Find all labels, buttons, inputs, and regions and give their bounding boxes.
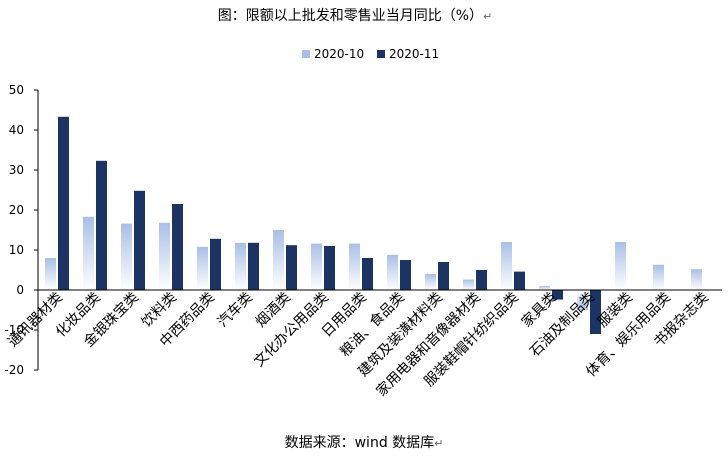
category-label-0: 通讯器材类	[5, 290, 66, 351]
title-return-mark: ↵	[483, 10, 492, 23]
bar-series2-4	[210, 238, 221, 290]
bar-series1-11	[463, 279, 474, 290]
bar-series1-4	[197, 246, 208, 290]
legend-label-0: 2020-10	[314, 47, 364, 61]
y-tick-label-5: 0	[16, 283, 24, 297]
bar-series2-5	[248, 242, 259, 290]
bar-series1-6	[273, 230, 284, 290]
legend-swatch-0	[302, 50, 310, 58]
bar-series1-3	[159, 222, 170, 290]
bar-series2-10	[438, 262, 449, 290]
bar-series1-8	[349, 243, 360, 290]
bar-series2-3	[172, 204, 183, 290]
bar-series1-9	[387, 254, 398, 290]
y-tick-label-4: 10	[9, 243, 24, 257]
legend-swatch-1	[377, 50, 385, 58]
chart-title: 图：限额以上批发和零售业当月同比（%）↵	[218, 8, 493, 24]
bar-series1-7	[311, 243, 322, 290]
bar-series2-7	[324, 246, 335, 290]
y-tick-label-6: -10	[4, 323, 24, 337]
bar-series1-13	[539, 286, 550, 290]
category-label-5: 汽车类	[214, 289, 256, 331]
bar-series1-15	[615, 242, 626, 290]
bar-series1-12	[501, 242, 512, 290]
bar-series1-5	[235, 242, 246, 290]
category-labels: 通讯器材类化妆品类金银珠宝类饮料类中西药品类汽车类烟酒类文化办公用品类日用品类粮…	[5, 289, 712, 400]
bar-series2-8	[362, 258, 373, 290]
bar-series2-9	[400, 260, 411, 290]
bar-series2-11	[476, 270, 487, 290]
bar-series1-2	[121, 223, 132, 290]
bar-series2-13	[552, 290, 563, 300]
bar-series2-1	[96, 160, 107, 290]
bar-series2-0	[58, 116, 69, 290]
bars-group	[45, 116, 702, 334]
bar-series2-2	[134, 190, 145, 290]
bar-series1-14	[577, 290, 588, 310]
bar-series1-0	[45, 258, 56, 290]
y-tick-label-3: 20	[9, 203, 24, 217]
bar-series1-16	[653, 264, 664, 290]
y-tick-label-7: -20	[4, 363, 24, 377]
source-note: 数据来源：wind 数据库↵	[285, 435, 444, 451]
y-tick-label-0: 50	[9, 83, 24, 97]
bar-series1-17	[691, 269, 702, 290]
bar-series1-1	[83, 216, 94, 290]
bar-series1-10	[425, 274, 436, 290]
legend-label-1: 2020-11	[389, 47, 439, 61]
bar-series2-6	[286, 245, 297, 290]
bar-series2-12	[514, 271, 525, 290]
y-tick-label-2: 30	[9, 163, 24, 177]
y-tick-label-1: 40	[9, 123, 24, 137]
source-return-mark: ↵	[434, 437, 443, 450]
chart-legend: 2020-10 2020-11	[302, 47, 439, 61]
bar-series2-14	[590, 290, 601, 334]
axes-group: 50 40 30 20 10 0 -10 -20	[4, 83, 722, 377]
